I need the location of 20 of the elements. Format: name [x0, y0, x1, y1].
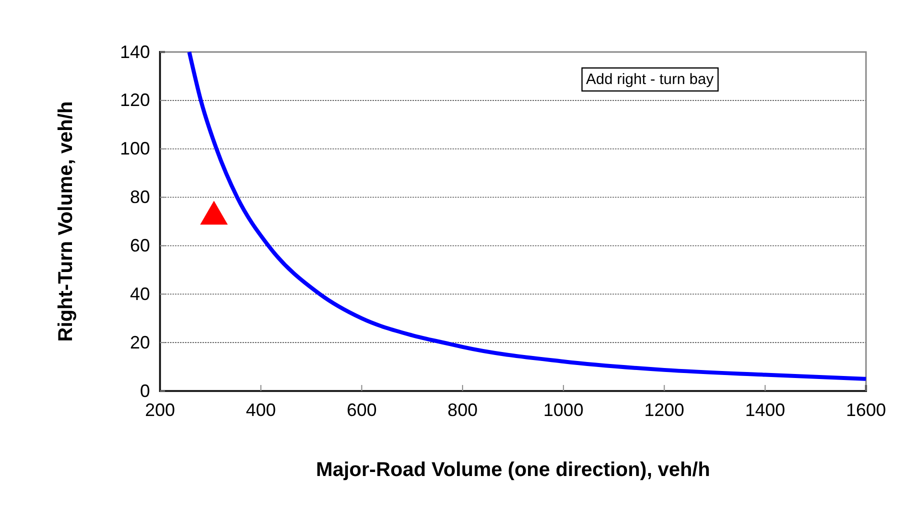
annotation: Add right - turn bay — [586, 70, 714, 88]
x-tick-label: 1000 — [543, 400, 584, 420]
x-tick-label: 1400 — [745, 400, 786, 420]
x-tick-label: 600 — [346, 400, 377, 420]
line-series — [187, 50, 868, 381]
y-tick-label: 60 — [130, 235, 150, 256]
y-tick-label: 20 — [130, 332, 150, 352]
x-tick-label: 800 — [448, 400, 478, 420]
x-tick-label: 1600 — [846, 400, 886, 420]
y-tick-label: 0 — [140, 380, 150, 401]
y-tick-label: 120 — [120, 90, 150, 110]
y-tick-label: 100 — [120, 138, 150, 159]
x-tick-label: 1200 — [644, 400, 684, 420]
y-tick-label: 140 — [120, 42, 150, 62]
y-axis-title: Right-Turn Volume, veh/h — [55, 101, 77, 342]
x-tick-label: 200 — [144, 400, 176, 420]
y-tick-label: 80 — [130, 187, 150, 208]
x-axis-title: Major-Road Volume (one direction), veh/h — [316, 459, 710, 481]
y-tick-label: 40 — [130, 284, 150, 304]
x-tick-label: 400 — [246, 400, 276, 420]
